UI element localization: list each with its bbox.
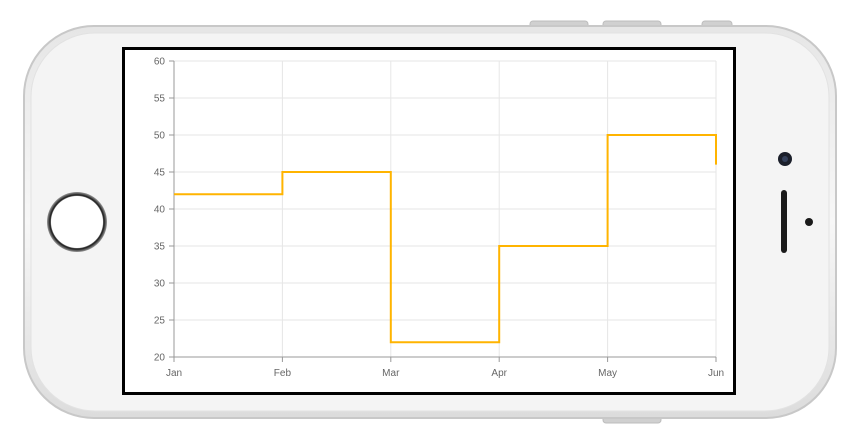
series-step-line bbox=[174, 134, 717, 344]
y-tick-label: 20 bbox=[154, 353, 166, 364]
y-tick-label: 40 bbox=[154, 205, 166, 216]
x-tick-label: May bbox=[598, 368, 617, 379]
x-tick-label: Mar bbox=[382, 368, 400, 379]
y-tick-label: 25 bbox=[154, 316, 166, 327]
tick-labels: 20 25 30 35 40 45 50 55 60 Jan Feb Mar Apr May Jun bbox=[154, 57, 724, 380]
phone-screen: 20 25 30 35 40 45 50 55 60 Jan Feb Mar Apr May Jun bbox=[122, 47, 736, 395]
y-tick-label: 30 bbox=[154, 279, 166, 290]
series-layer bbox=[174, 134, 717, 344]
y-tick-label: 55 bbox=[154, 94, 166, 105]
x-tick-label: Feb bbox=[274, 368, 292, 379]
x-tick-label: Jun bbox=[708, 368, 724, 379]
y-tick-label: 35 bbox=[154, 242, 166, 253]
step-line-chart: 20 25 30 35 40 45 50 55 60 Jan Feb Mar Apr May Jun bbox=[154, 57, 724, 380]
x-tick-label: Apr bbox=[491, 368, 507, 379]
x-tick-label: Jan bbox=[166, 368, 182, 379]
y-tick-label: 45 bbox=[154, 168, 166, 179]
axes bbox=[169, 60, 717, 362]
proximity-sensor bbox=[805, 218, 813, 226]
y-tick-label: 60 bbox=[154, 57, 166, 68]
earpiece-speaker bbox=[781, 190, 787, 253]
y-tick-label: 50 bbox=[154, 131, 166, 142]
grid bbox=[173, 60, 717, 358]
